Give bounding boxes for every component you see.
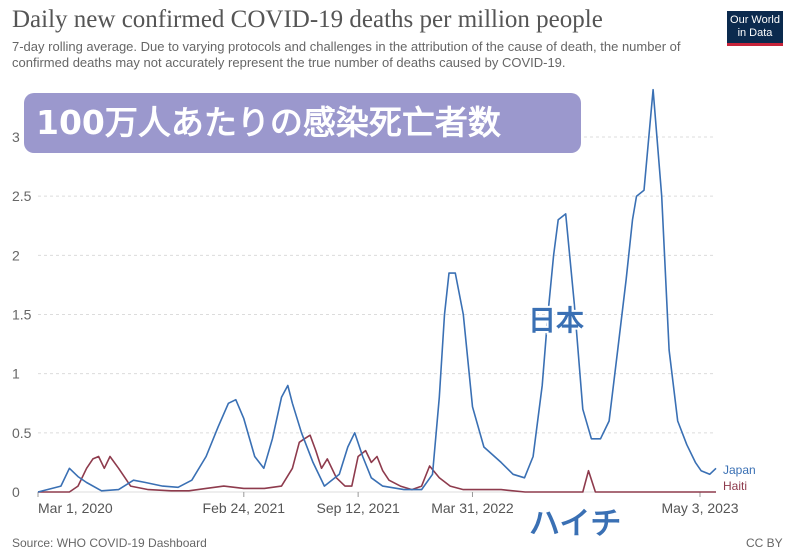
series-label-japan: Japan <box>723 463 756 477</box>
x-tick-label: Mar 1, 2020 <box>38 500 113 516</box>
owid-logo[interactable]: Our World in Data <box>727 11 783 46</box>
x-tick-label: May 3, 2023 <box>661 500 738 516</box>
series-line-japan <box>37 88 717 493</box>
series-label-haiti: Haiti <box>723 479 747 493</box>
y-tick-label: 1 <box>12 366 20 382</box>
logo-line-1: Our World <box>730 14 780 26</box>
source-note: Source: WHO COVID-19 Dashboard <box>12 536 207 550</box>
x-axis-ticks: Mar 1, 2020 Feb 24, 2021 Sep 12, 2021 Mar 3… <box>37 492 739 516</box>
gridlines <box>38 136 716 493</box>
chart-subtitle: 7-day rolling average. Due to varying pr… <box>12 39 681 70</box>
y-tick-label: 1.5 <box>12 307 32 323</box>
y-tick-label: 2.5 <box>12 188 32 204</box>
y-tick-label: 0.5 <box>12 425 32 441</box>
series-line-haiti <box>38 434 716 493</box>
logo-line-2: in Data <box>737 27 773 39</box>
y-axis-ticks: 0 0.5 1 1.5 2 2.5 3 <box>12 129 32 500</box>
y-tick-label: 0 <box>12 484 20 500</box>
x-tick-label: Mar 31, 2022 <box>431 500 514 516</box>
x-tick-label: Sep 12, 2021 <box>316 500 400 516</box>
series-lines <box>37 88 717 493</box>
banner-label: 100万人あたりの感染死亡者数 <box>24 93 581 153</box>
chart-title: Daily new confirmed COVID-19 deaths per … <box>12 6 603 33</box>
x-tick-label: Feb 24, 2021 <box>203 500 286 516</box>
series-labels: Japan Haiti <box>723 463 756 493</box>
y-tick-label: 2 <box>12 247 20 263</box>
license-link[interactable]: CC BY <box>746 536 783 550</box>
y-tick-label: 3 <box>12 129 20 145</box>
annotation-haiti: ハイチ <box>529 506 621 542</box>
annotation-japan: 日本 <box>528 304 584 337</box>
